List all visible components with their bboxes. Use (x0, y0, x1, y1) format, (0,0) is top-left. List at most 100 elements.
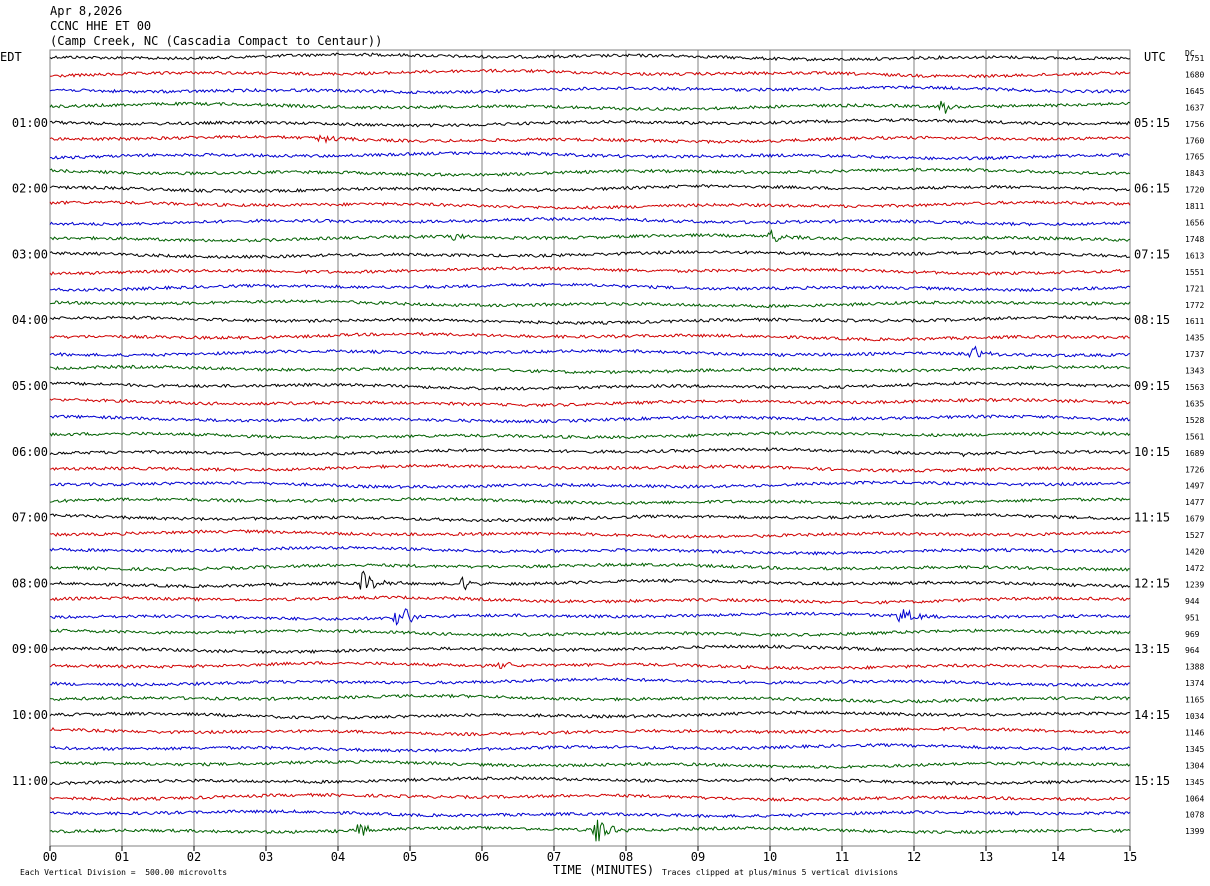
x-tick-label: 09 (691, 850, 705, 864)
trace-line (49, 742, 1131, 753)
dc-offset-label: 1343 (1185, 367, 1204, 376)
dc-offset-label: 1772 (1185, 301, 1204, 310)
dc-offset-label: 1635 (1185, 399, 1204, 408)
x-tick-label: 06 (475, 850, 489, 864)
dc-offset-label: 1472 (1185, 564, 1204, 573)
trace-line (49, 759, 1131, 770)
trace-line (49, 266, 1131, 276)
dc-offset-label: 1656 (1185, 219, 1204, 228)
dc-offset-label: 1497 (1185, 482, 1204, 491)
dc-offset-label: 1304 (1185, 761, 1204, 770)
utc-hour-label: 05:15 (1134, 116, 1170, 130)
trace-line (49, 228, 1131, 243)
x-tick-label: 11 (835, 850, 849, 864)
dc-offset-label: 1477 (1185, 498, 1204, 507)
dc-offset-label: 1720 (1185, 186, 1204, 195)
x-tick-label: 05 (403, 850, 417, 864)
left-timezone-label: EDT (0, 50, 22, 64)
edt-hour-label: 02:00 (12, 182, 48, 196)
dc-offset-label: 944 (1185, 597, 1200, 606)
edt-hour-label: 04:00 (12, 313, 48, 327)
dc-offset-label: 1399 (1185, 827, 1204, 836)
plot-frame (49, 49, 1131, 847)
trace-line (49, 463, 1131, 473)
x-tick-label: 01 (115, 850, 129, 864)
trace-line (49, 792, 1131, 802)
trace-line (49, 249, 1131, 259)
utc-hour-label: 14:15 (1134, 708, 1170, 722)
edt-hour-label: 09:00 (12, 642, 48, 656)
dc-offset-label: 1726 (1185, 465, 1204, 474)
edt-hour-label: 05:00 (12, 379, 48, 393)
trace-line (49, 446, 1131, 458)
trace-line (49, 150, 1130, 161)
dc-offset-label: 1637 (1185, 103, 1204, 112)
trace-line (49, 100, 1131, 114)
dc-offset-label: 1528 (1185, 416, 1204, 425)
dc-offset-label: 1737 (1185, 350, 1204, 359)
dc-offset-label: 1165 (1185, 696, 1204, 705)
dc-offset-label: 1345 (1185, 778, 1204, 787)
trace-line (49, 512, 1131, 523)
trace-line (49, 660, 1131, 671)
trace-line (49, 710, 1131, 720)
dc-offset-label: 1843 (1185, 169, 1204, 178)
trace-line (49, 364, 1131, 375)
scale-note: Each Vertical Division = 500.00 microvol… (20, 868, 228, 877)
x-tick-label: 10 (763, 850, 777, 864)
dc-offset-label: 1645 (1185, 87, 1204, 96)
dc-offset-label: 1561 (1185, 432, 1204, 441)
trace-line (49, 776, 1131, 786)
utc-hour-label: 06:15 (1134, 182, 1170, 196)
trace-line (49, 496, 1131, 506)
trace-line (49, 184, 1131, 194)
edt-hour-label: 10:00 (12, 708, 48, 722)
edt-hour-label: 08:00 (12, 576, 48, 590)
trace-line (49, 134, 1131, 145)
utc-hour-label: 12:15 (1134, 576, 1170, 590)
dc-offset-label: 1420 (1185, 548, 1204, 557)
x-tick-label: 03 (259, 850, 273, 864)
dc-offset-label: 1680 (1185, 70, 1204, 79)
trace-line (49, 381, 1131, 391)
dc-offset-label: 1721 (1185, 284, 1204, 293)
trace-line (49, 200, 1131, 210)
dc-offset-label: 1760 (1185, 136, 1204, 145)
dc-offset-label: 1613 (1185, 251, 1204, 260)
dc-offset-label: 951 (1185, 613, 1200, 622)
trace-line (49, 167, 1131, 177)
dc-offset-label: 1751 (1185, 54, 1204, 63)
trace-line (49, 628, 1131, 638)
dc-label: DC (1185, 49, 1195, 58)
x-tick-label: 13 (979, 850, 993, 864)
trace-line (49, 819, 1131, 842)
trace-line (49, 431, 1131, 440)
utc-hour-label: 10:15 (1134, 445, 1170, 459)
edt-hour-label: 07:00 (12, 511, 48, 525)
edt-hour-label: 11:00 (12, 774, 48, 788)
utc-hour-label: 08:15 (1134, 313, 1170, 327)
trace-line (49, 570, 1131, 591)
utc-hour-label: 11:15 (1134, 511, 1170, 525)
utc-hour-label: 09:15 (1134, 379, 1170, 393)
dc-offset-label: 964 (1185, 646, 1200, 655)
trace-line (49, 677, 1131, 688)
right-timezone-label: UTC (1144, 50, 1166, 64)
trace-line (49, 315, 1131, 325)
trace-line (49, 545, 1131, 556)
dc-offset-label: 1146 (1185, 728, 1204, 737)
trace-line (49, 331, 1131, 342)
dc-offset-label: 1034 (1185, 712, 1204, 721)
edt-hour-label: 06:00 (12, 445, 48, 459)
trace-line (49, 608, 1131, 626)
dc-offset-label: 1756 (1185, 120, 1204, 129)
trace-line (49, 414, 1131, 424)
date-label: Apr 8,2026 (50, 4, 123, 18)
channel-label: CCNC HHE ET 00 (50, 19, 152, 33)
utc-hour-label: 13:15 (1134, 642, 1170, 656)
trace-line (50, 726, 1131, 737)
dc-offset-label: 1435 (1185, 334, 1204, 343)
x-tick-label: 07 (547, 850, 561, 864)
trace-line (49, 118, 1131, 128)
